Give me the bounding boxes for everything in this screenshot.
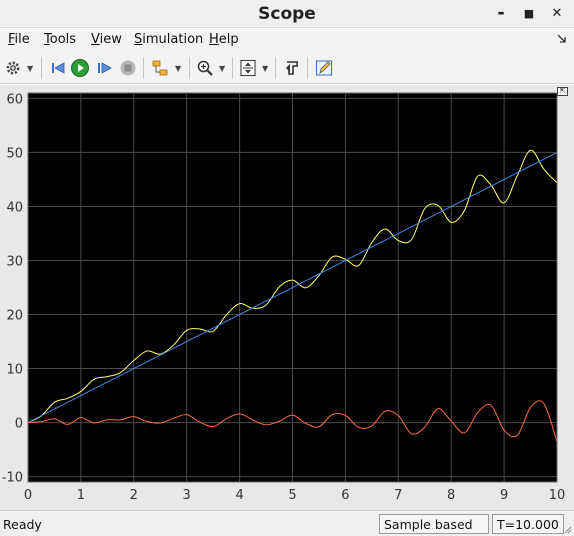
status-bar: Ready Sample based T=10.000 [0, 510, 574, 536]
zoom-dropdown-icon[interactable]: ▼ [219, 64, 226, 73]
x-tick-label: 10 [549, 488, 566, 503]
toolbar-separator [41, 57, 42, 79]
window-title: Scope [258, 4, 316, 24]
x-tick-label: 4 [235, 488, 243, 503]
scope-display[interactable]: 0 1 2 3 4 5 6 7 8 9 10 -10 0 10 20 30 40 50 60 ⇱ [0, 85, 574, 510]
series-line-3 [27, 400, 558, 443]
status-text: Ready [3, 517, 42, 532]
x-tick-label: 5 [288, 488, 296, 503]
y-tick-label: 40 [6, 200, 23, 215]
toolbar-separator [143, 57, 144, 79]
autoscale-icon[interactable] [238, 58, 258, 78]
y-tick-label: 50 [6, 146, 23, 161]
sample-mode-indicator: Sample based [379, 514, 489, 534]
x-tick-label: 8 [447, 488, 455, 503]
x-tick-label: 7 [394, 488, 402, 503]
toolbar-separator [307, 57, 308, 79]
autoscale-dropdown-icon[interactable]: ▼ [262, 64, 269, 73]
series-line-1 [27, 149, 558, 424]
y-tick-label: -10 [2, 471, 23, 486]
settings-icon[interactable] [3, 58, 23, 78]
maximize-icon[interactable]: ■ [523, 6, 535, 20]
x-tick-label: 6 [341, 488, 349, 503]
x-tick-label: 9 [500, 488, 508, 503]
run-icon[interactable] [70, 58, 90, 78]
y-tick-label: 0 [15, 417, 23, 432]
toolbar-separator [189, 57, 190, 79]
resize-grip-icon[interactable] [562, 524, 572, 534]
menu-help[interactable]: Help [209, 32, 239, 47]
window-controls: ▬ ■ ✕ [494, 5, 564, 21]
toolbar-separator [232, 57, 233, 79]
menu-collapse-icon[interactable] [557, 33, 566, 46]
restore-layout-icon[interactable] [282, 58, 302, 78]
undock-icon[interactable]: ⇱ [557, 87, 568, 96]
simulation-time-indicator: T=10.000 [492, 514, 564, 534]
menu-view[interactable]: View [91, 32, 122, 47]
x-tick-label: 1 [77, 488, 85, 503]
edit-style-icon[interactable] [314, 58, 334, 78]
highlight-block-icon[interactable] [150, 58, 170, 78]
menu-simulation[interactable]: Simulation [134, 32, 204, 47]
y-tick-label: 10 [6, 363, 23, 378]
step-forward-icon[interactable] [94, 58, 114, 78]
menu-file[interactable]: File [8, 32, 30, 47]
close-icon[interactable]: ✕ [551, 5, 563, 21]
stop-icon[interactable] [118, 58, 138, 78]
toolbar-separator [275, 57, 276, 79]
y-tick-label: 30 [6, 254, 23, 269]
x-tick-label: 2 [130, 488, 138, 503]
menu-bar: File Tools View Simulation Help [0, 29, 574, 52]
toolbar: ▼ ▼ ▼ ▼ [0, 52, 574, 84]
title-bar: Scope ▬ ■ ✕ [0, 0, 574, 28]
zoom-icon[interactable] [195, 58, 215, 78]
series-lines [27, 92, 558, 483]
axes-frame [27, 92, 558, 483]
series-line-2 [27, 151, 558, 424]
highlight-dropdown-icon[interactable]: ▼ [175, 64, 182, 73]
x-tick-label: 0 [24, 488, 32, 503]
settings-dropdown-icon[interactable]: ▼ [27, 64, 34, 73]
y-tick-label: 60 [6, 92, 23, 107]
step-back-icon[interactable] [48, 58, 68, 78]
minimize-icon[interactable]: ▬ [497, 9, 505, 17]
y-tick-label: 20 [6, 309, 23, 324]
menu-tools[interactable]: Tools [44, 32, 77, 47]
x-tick-label: 3 [183, 488, 191, 503]
